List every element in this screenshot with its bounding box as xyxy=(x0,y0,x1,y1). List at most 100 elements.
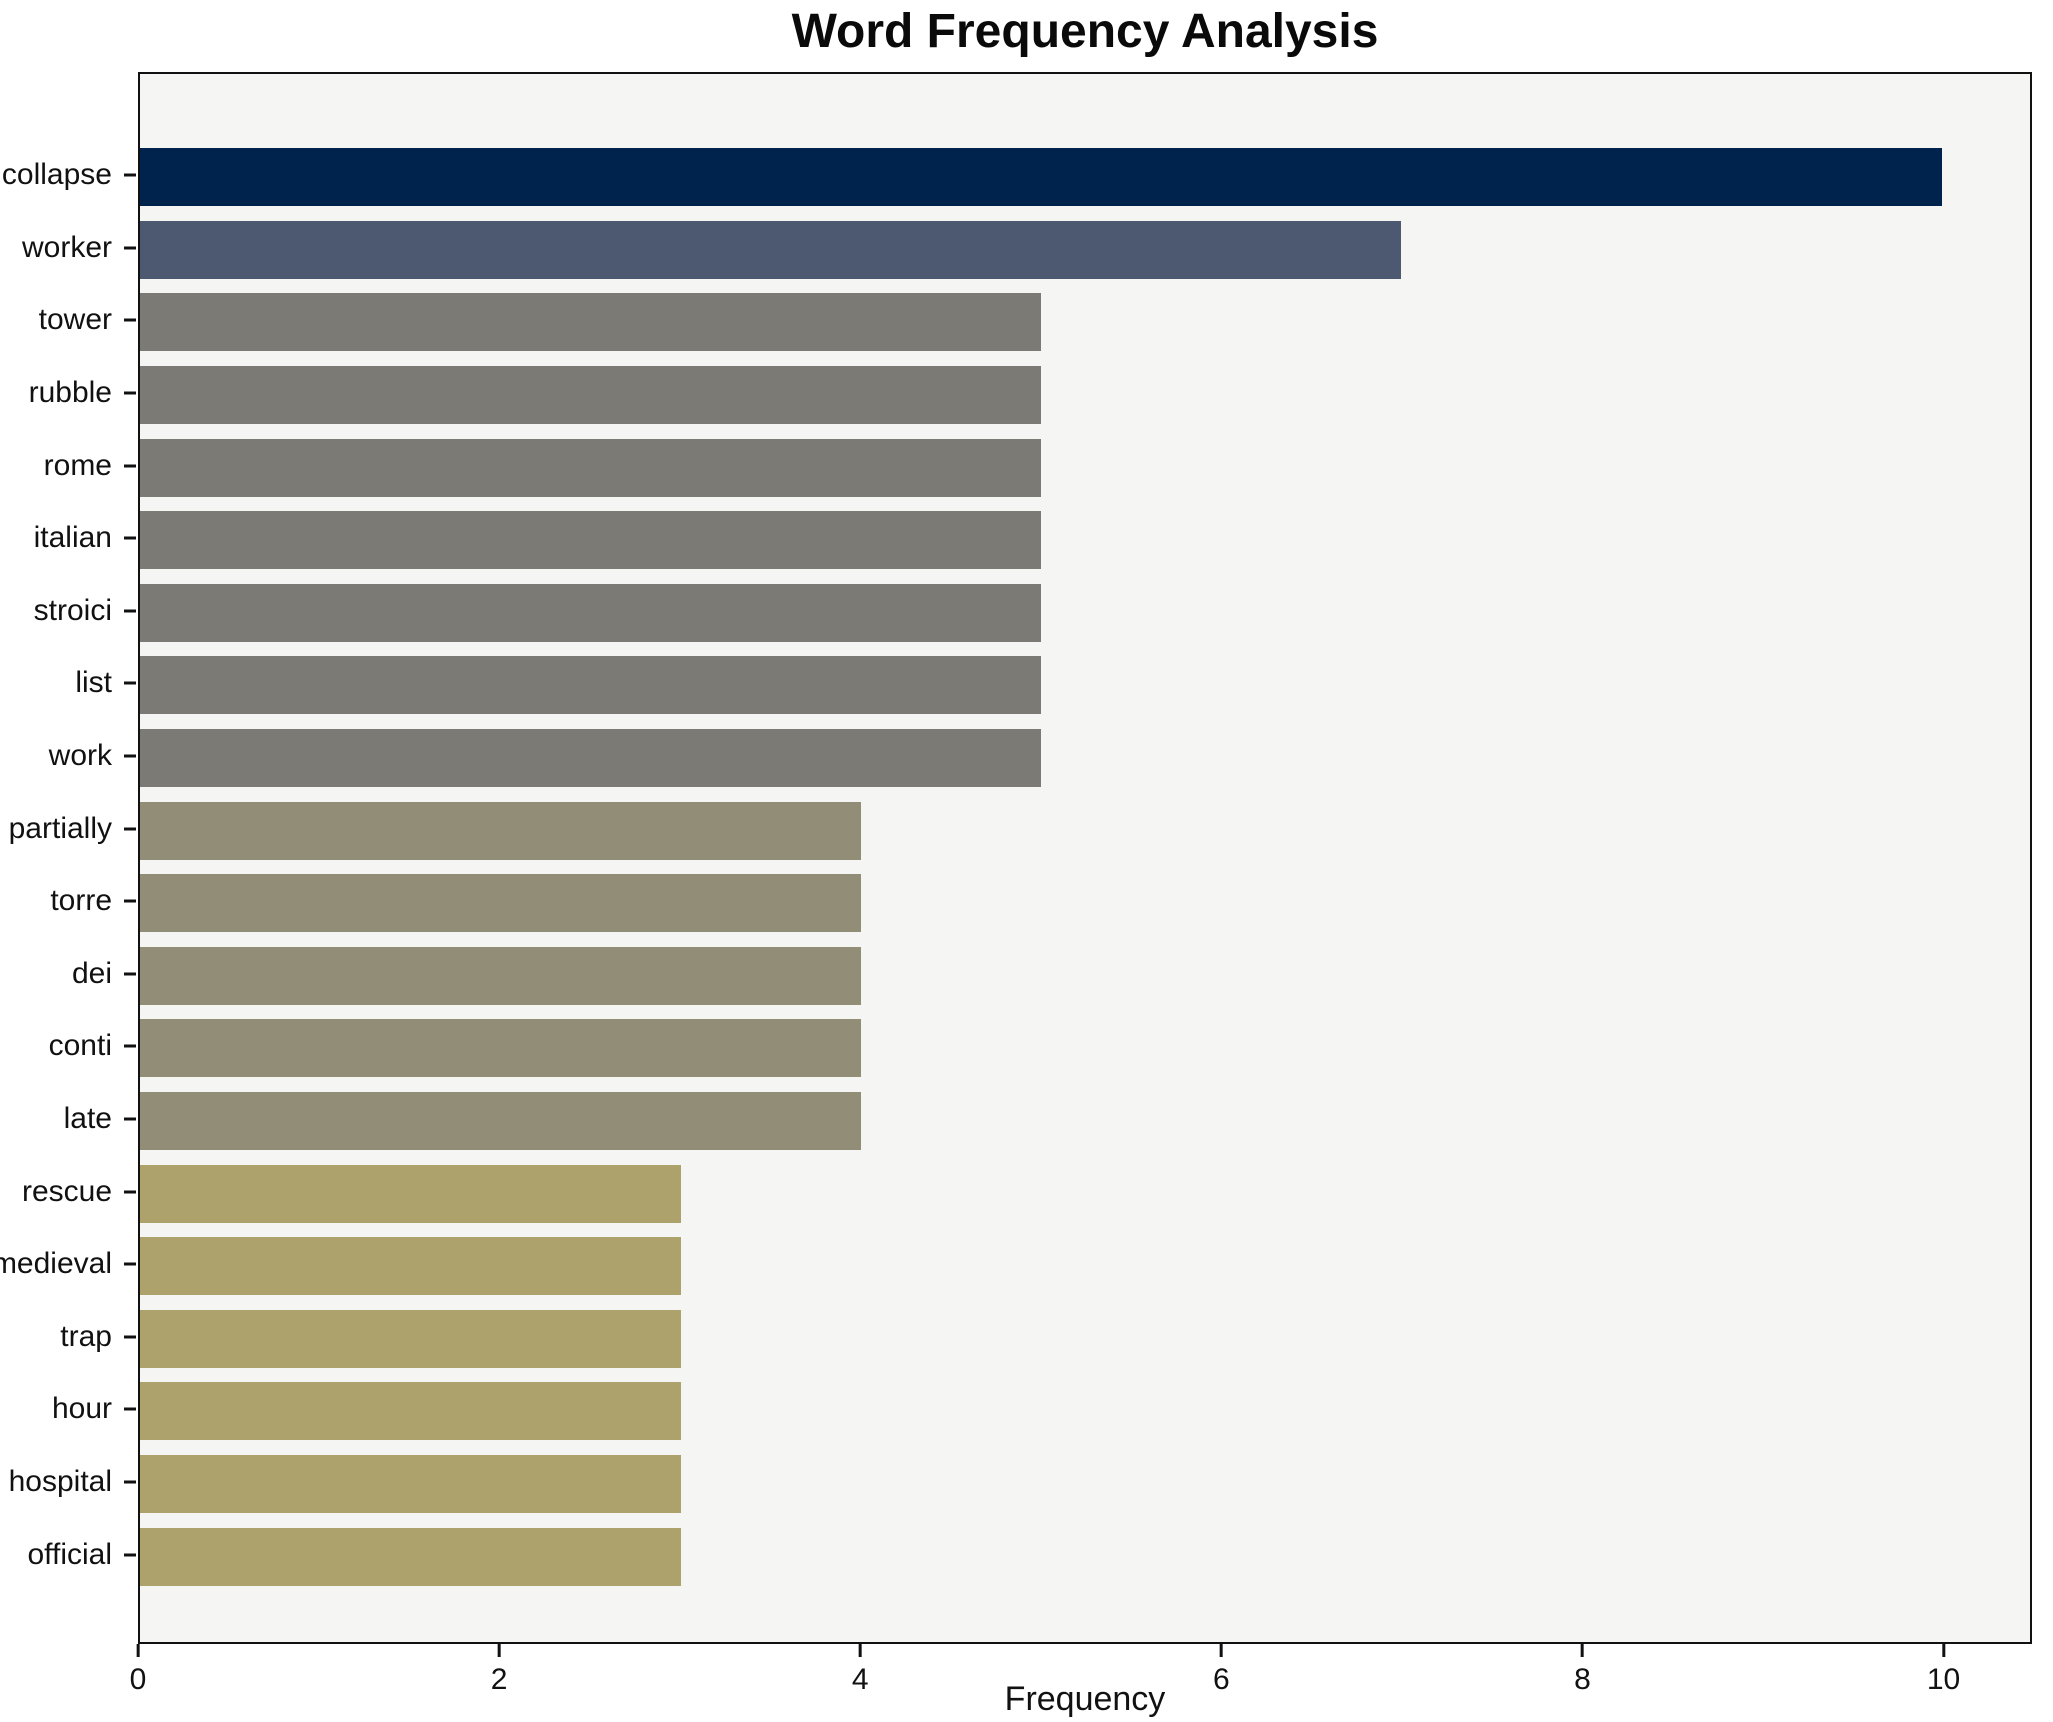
y-tick-label-dei: dei xyxy=(71,956,112,990)
x-axis-ticks: 0 2 4 6 8 10 xyxy=(130,1644,2032,1704)
y-label-row: dei xyxy=(0,938,138,1011)
y-tick-mark xyxy=(124,609,136,613)
bar-stroici xyxy=(140,583,1041,642)
y-tick-label-rome: rome xyxy=(43,448,112,482)
y-tick-label-hospital: hospital xyxy=(8,1464,112,1498)
x-tick-label: 10 xyxy=(1926,1663,1961,1696)
y-label-row: rescue xyxy=(0,1155,138,1228)
y-tick-label-collapse: collapse xyxy=(1,158,112,192)
y-tick-label-tower: tower xyxy=(38,303,112,337)
bar-row xyxy=(140,214,2030,287)
bar-row xyxy=(140,1448,2030,1521)
y-tick-mark xyxy=(124,827,136,831)
bar-row xyxy=(140,1085,2030,1158)
y-tick-mark xyxy=(124,899,136,903)
y-tick-label-official: official xyxy=(27,1537,113,1571)
bar-collapse xyxy=(140,148,1942,207)
bar-torre xyxy=(140,874,861,933)
bar-row xyxy=(140,1520,2030,1593)
y-label-row: late xyxy=(0,1083,138,1156)
y-label-row: trap xyxy=(0,1301,138,1374)
y-tick-label-medieval: medieval xyxy=(0,1247,112,1281)
bar-hospital xyxy=(140,1454,681,1513)
y-label-row: rubble xyxy=(0,357,138,430)
y-label-row: medieval xyxy=(0,1228,138,1301)
x-tick-0: 0 xyxy=(130,1644,146,1697)
y-tick-mark xyxy=(124,1407,136,1411)
y-tick-label-rubble: rubble xyxy=(28,376,112,410)
bar-row xyxy=(140,577,2030,650)
y-axis-labels: collapse worker tower rubble rome italian stro… xyxy=(0,139,138,1591)
y-label-row: worker xyxy=(0,212,138,285)
y-tick-mark xyxy=(124,318,136,322)
y-tick-mark xyxy=(124,391,136,395)
bar-rome xyxy=(140,438,1041,497)
y-tick-mark xyxy=(124,1262,136,1266)
y-tick-mark xyxy=(124,1044,136,1048)
bar-late xyxy=(140,1092,861,1151)
bar-row xyxy=(140,1157,2030,1230)
bar-row xyxy=(140,431,2030,504)
bar-rescue xyxy=(140,1164,681,1223)
bar-row xyxy=(140,649,2030,722)
x-tick-2: 2 xyxy=(490,1644,508,1697)
y-tick-label-rescue: rescue xyxy=(21,1174,112,1208)
bar-row xyxy=(140,1230,2030,1303)
y-tick-mark xyxy=(124,972,136,976)
x-tick-label: 2 xyxy=(490,1663,508,1696)
bar-row xyxy=(140,722,2030,795)
x-axis-title: Frequency xyxy=(1004,1680,1166,1718)
bar-medieval xyxy=(140,1237,681,1296)
x-tick-mark xyxy=(858,1644,862,1657)
y-tick-mark xyxy=(124,681,136,685)
y-tick-label-torre: torre xyxy=(50,884,112,918)
bar-worker xyxy=(140,220,1402,279)
bar-row xyxy=(140,867,2030,940)
y-tick-mark xyxy=(124,464,136,468)
y-tick-mark xyxy=(124,173,136,177)
y-tick-label-trap: trap xyxy=(60,1319,112,1353)
bar-hour xyxy=(140,1382,681,1441)
y-label-row: work xyxy=(0,720,138,793)
bar-trap xyxy=(140,1309,681,1368)
y-tick-mark xyxy=(124,1335,136,1339)
bars xyxy=(140,141,2030,1593)
y-label-row: list xyxy=(0,647,138,720)
bar-row xyxy=(140,1375,2030,1448)
y-tick-mark xyxy=(124,1480,136,1484)
y-tick-mark xyxy=(124,754,136,758)
y-tick-mark xyxy=(124,536,136,540)
y-label-row: tower xyxy=(0,284,138,357)
y-label-row: italian xyxy=(0,502,138,575)
x-tick-label: 4 xyxy=(851,1663,869,1696)
y-tick-label-work: work xyxy=(48,739,112,773)
x-tick-8: 8 xyxy=(1574,1644,1591,1697)
y-tick-label-list: list xyxy=(75,666,112,700)
plot-area xyxy=(138,72,2032,1644)
y-label-row: hospital xyxy=(0,1446,138,1519)
x-tick-mark xyxy=(1942,1644,1946,1657)
bar-italian xyxy=(140,511,1041,570)
y-label-row: conti xyxy=(0,1010,138,1083)
bar-row xyxy=(140,286,2030,359)
y-tick-mark xyxy=(124,1190,136,1194)
y-label-row: torre xyxy=(0,865,138,938)
y-tick-label-italian: italian xyxy=(33,521,112,555)
y-tick-label-partially: partially xyxy=(8,811,112,845)
x-tick-4: 4 xyxy=(852,1644,869,1697)
y-tick-mark xyxy=(124,246,136,250)
x-tick-mark xyxy=(497,1644,501,1657)
bar-dei xyxy=(140,946,861,1005)
bar-row xyxy=(140,940,2030,1013)
x-tick-label: 6 xyxy=(1212,1663,1230,1696)
x-tick-6: 6 xyxy=(1213,1644,1230,1697)
x-tick-mark xyxy=(1219,1644,1223,1657)
bar-official xyxy=(140,1527,681,1586)
x-tick-10: 10 xyxy=(1927,1644,1960,1697)
bar-partially xyxy=(140,801,861,860)
bar-row xyxy=(140,794,2030,867)
bar-work xyxy=(140,729,1041,788)
x-tick-label: 8 xyxy=(1574,1663,1591,1696)
y-label-row: stroici xyxy=(0,575,138,648)
bar-row xyxy=(140,504,2030,577)
